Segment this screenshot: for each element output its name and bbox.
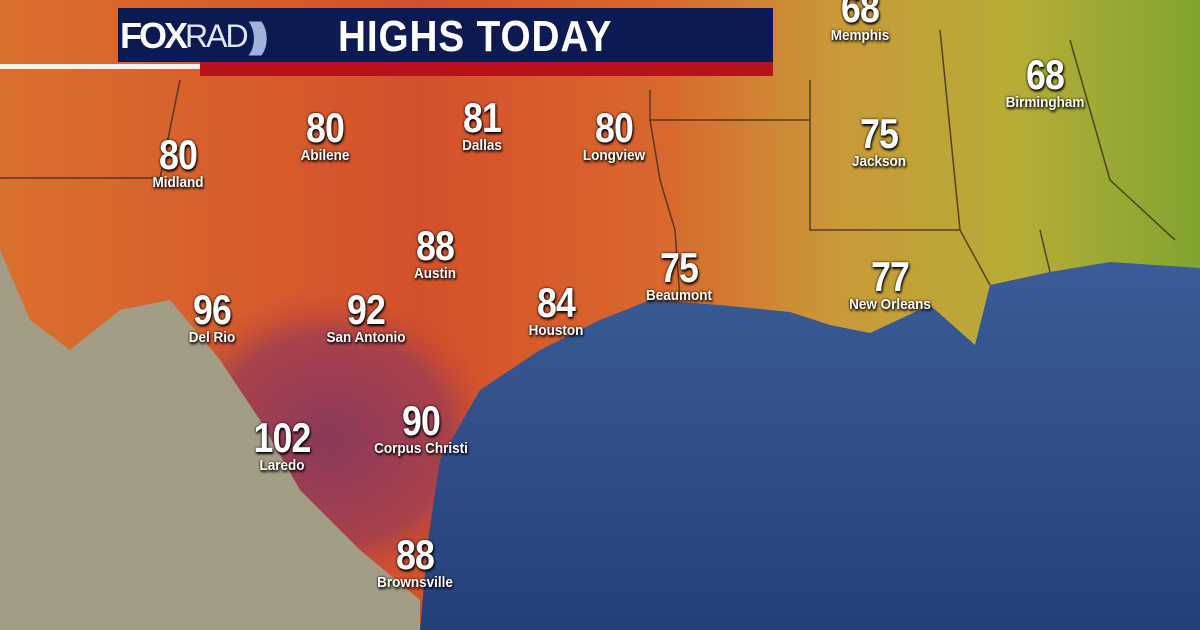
city-brownsville: 88 Brownsville [373, 531, 457, 591]
temperature-value: 81 [462, 94, 502, 141]
temperature-value: 75 [859, 110, 899, 157]
temperature-value: 80 [158, 131, 198, 178]
city-name: Longview [582, 147, 646, 164]
logo-fox: FOX [120, 15, 188, 56]
city-name: Corpus Christi [374, 440, 468, 457]
title-banner [118, 8, 773, 62]
temperature-value: 88 [395, 531, 435, 578]
city-san-antonio: 92 San Antonio [322, 286, 410, 346]
city-houston: 84 Houston [526, 279, 587, 339]
city-name: San Antonio [326, 329, 406, 346]
city-name: Brownsville [377, 574, 453, 591]
city-name: New Orleans [849, 296, 931, 313]
foxrad-logo: FOX RAD))) [120, 14, 269, 58]
mexico-terrain [0, 250, 420, 630]
banner-red-stripe [200, 62, 773, 76]
logo-rad: RAD [185, 17, 249, 54]
city-austin: 88 Austin [412, 222, 459, 282]
city-dallas: 81 Dallas [460, 94, 505, 154]
banner-white-line [0, 64, 200, 69]
city-name: Laredo [259, 457, 305, 474]
temperature-value: 90 [401, 397, 441, 444]
temperature-value: 77 [870, 253, 910, 300]
city-new-orleans: 77 New Orleans [845, 253, 936, 313]
city-laredo: 102 Laredo [248, 414, 315, 474]
city-beaumont: 75 Beaumont [642, 244, 715, 304]
city-name: Houston [528, 322, 584, 339]
city-name: Austin [413, 265, 457, 282]
temperature-value: 96 [192, 286, 232, 333]
temperature-value: 68 [1025, 51, 1065, 98]
city-del-rio: 96 Del Rio [186, 286, 238, 346]
temperature-value: 102 [253, 414, 311, 461]
city-longview: 80 Longview [579, 104, 648, 164]
city-midland: 80 Midland [150, 131, 207, 191]
temperature-value: 75 [659, 244, 699, 291]
city-jackson: 75 Jackson [849, 110, 909, 170]
city-name: Midland [152, 174, 204, 191]
city-name: Beaumont [645, 287, 713, 304]
city-name: Dallas [462, 137, 502, 154]
temperature-value: 92 [346, 286, 386, 333]
city-memphis: 68 Memphis [827, 0, 892, 44]
radar-waves-icon: ))) [248, 15, 269, 56]
city-name: Birmingham [1005, 94, 1085, 111]
city-birmingham: 68 Birmingham [1001, 51, 1089, 111]
city-name: Memphis [830, 27, 890, 44]
temperature-value: 80 [305, 104, 345, 151]
city-name: Jackson [851, 153, 907, 170]
city-name: Del Rio [188, 329, 236, 346]
city-corpus-christi: 90 Corpus Christi [369, 397, 473, 457]
city-name: Abilene [300, 147, 350, 164]
city-abilene: 80 Abilene [298, 104, 352, 164]
temperature-value: 80 [594, 104, 634, 151]
gulf-of-mexico [420, 262, 1200, 630]
temperature-value: 68 [840, 0, 880, 31]
page-title: HIGHS TODAY [338, 12, 613, 61]
temperature-value: 88 [415, 222, 455, 269]
temperature-value: 84 [536, 279, 576, 326]
